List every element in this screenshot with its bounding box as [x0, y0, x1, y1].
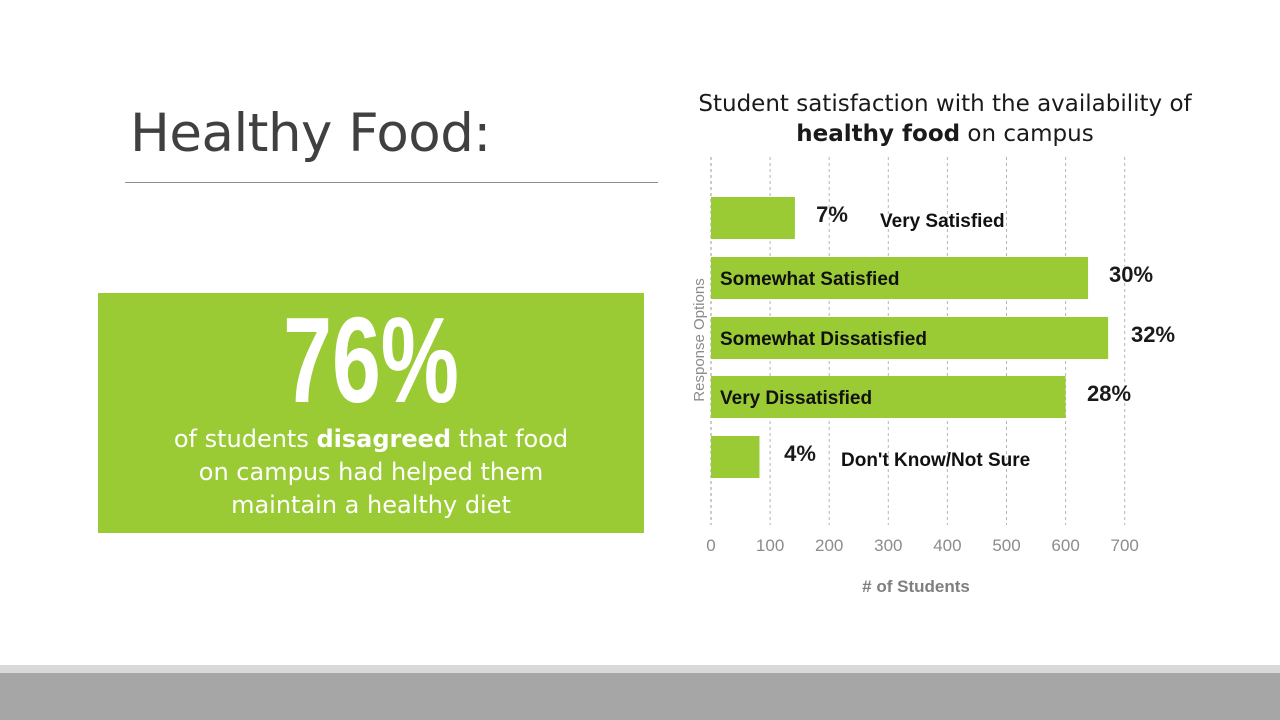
category-label: Very Dissatisfied: [720, 388, 872, 409]
x-tick-label: 0: [706, 536, 715, 555]
percent-label: 32%: [1131, 322, 1175, 347]
percent-label: 4%: [784, 441, 816, 466]
bar: [711, 197, 795, 239]
y-axis-label: Response Options: [691, 278, 708, 401]
bar: [711, 317, 1109, 359]
x-tick-label: 400: [933, 536, 961, 555]
footer-band-light: [0, 665, 1280, 673]
x-axis-label: # of Students: [862, 577, 970, 596]
x-tick-label: 600: [1051, 536, 1079, 555]
x-tick-label: 300: [874, 536, 902, 555]
percent-label: 7%: [816, 202, 848, 227]
x-tick-label: 100: [756, 536, 784, 555]
bar: [711, 436, 760, 478]
bar: [711, 376, 1066, 418]
x-tick-label: 200: [815, 536, 843, 555]
percent-label: 30%: [1109, 262, 1153, 287]
footer-band: [0, 673, 1280, 720]
category-label: Don't Know/Not Sure: [841, 450, 1030, 471]
x-tick-label: 500: [992, 536, 1020, 555]
chart-title-emphasis: healthy food: [796, 121, 961, 147]
title-divider: [125, 182, 658, 183]
slide-title: Healthy Food:: [130, 103, 491, 164]
stat-caption-emphasis: disagreed: [316, 425, 452, 453]
x-tick-label: 700: [1111, 536, 1139, 555]
stat-number: 76%: [283, 292, 459, 428]
bar: [711, 257, 1089, 299]
chart-title-line1: Student satisfaction with the availabili…: [698, 91, 1192, 117]
chart-title-line2: healthy food on campus: [796, 121, 1094, 147]
stat-caption-line1: of students disagreed that food: [173, 425, 569, 453]
percent-label: 28%: [1087, 381, 1131, 406]
category-label: Somewhat Dissatisfied: [720, 329, 927, 350]
stat-caption-line3: maintain a healthy diet: [231, 491, 511, 519]
category-label: Somewhat Satisfied: [720, 269, 900, 290]
stat-callout: 76% of students disagreed that food on c…: [98, 293, 644, 533]
stat-caption-line2: on campus had helped them: [198, 458, 544, 486]
chart-title: Student satisfaction with the availabili…: [690, 89, 1200, 149]
stat-caption: of students disagreed that food on campu…: [98, 423, 644, 522]
category-label: Very Satisfied: [880, 211, 1005, 232]
